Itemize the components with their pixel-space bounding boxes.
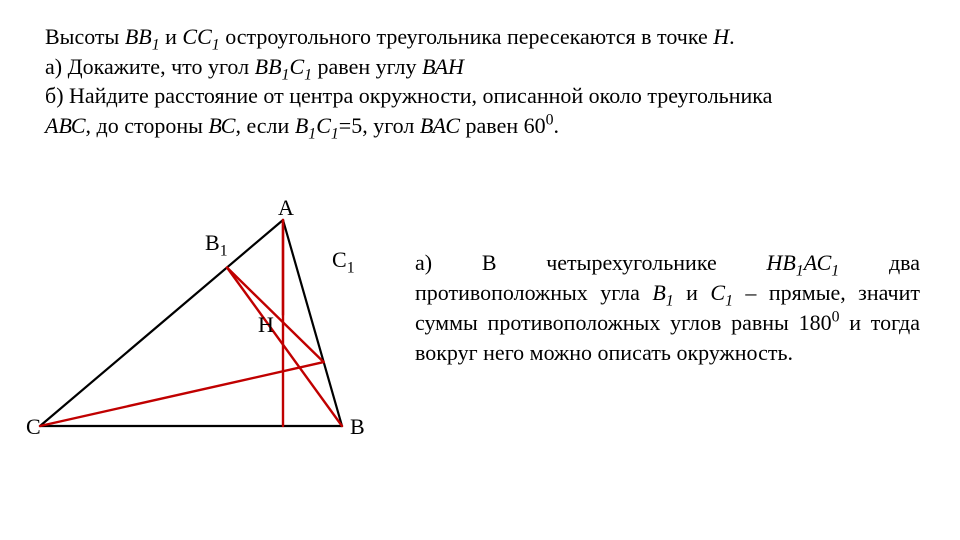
vertex-label-b1: B1 [205,230,228,256]
vertex-label-c1: C1 [332,247,355,273]
vertex-label-b: B [350,414,365,440]
page-root: Высоты ВВ1 и СС1 остроугольного треуголь… [0,0,960,540]
problem-statement: Высоты ВВ1 и СС1 остроугольного треуголь… [45,22,915,141]
problem-line-3: б) Найдите расстояние от центра окружнос… [45,81,915,111]
solution-text: а) В четырехугольнике НВ1АС1 два противо… [415,248,920,369]
vertex-label-h: H [258,312,274,338]
triangle-figure: ABCB1C1H [30,200,400,460]
problem-line-4: АВС, до стороны ВС, если В1С1=5, угол ВА… [45,111,915,141]
vertex-label-a: A [278,195,294,221]
problem-line-2: а) Докажите, что угол ВВ1С1 равен углу В… [45,52,915,82]
problem-line-1: Высоты ВВ1 и СС1 остроугольного треуголь… [45,22,915,52]
vertex-label-c: C [26,414,41,440]
